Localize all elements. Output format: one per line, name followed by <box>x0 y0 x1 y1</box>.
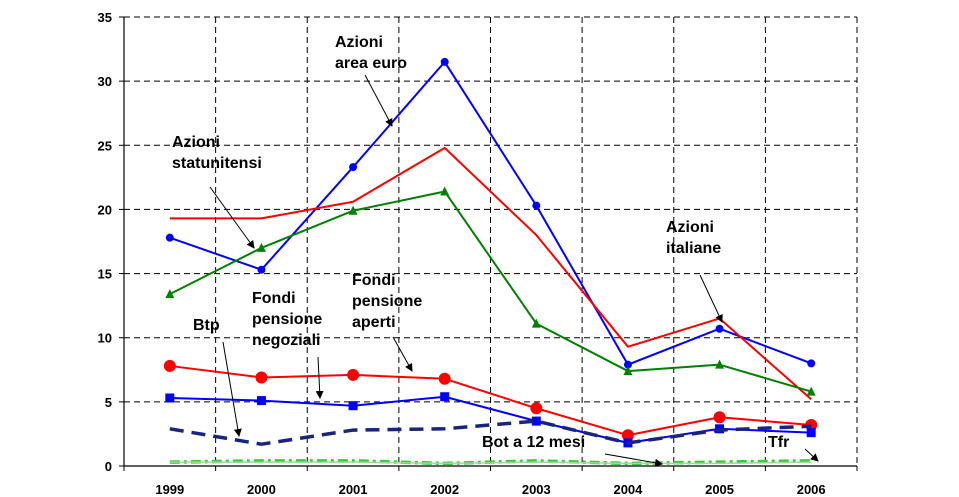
data-point-fondi_pensione_aperti <box>621 429 634 442</box>
data-point-fondi_pensione_aperti <box>530 402 543 415</box>
data-point-fondi_pensione_negoziali <box>348 401 358 411</box>
data-point-fondi_pensione_negoziali <box>531 416 541 426</box>
annotation-arrow-tfr <box>804 448 819 462</box>
data-point-fondi_pensione_negoziali <box>806 428 816 438</box>
annotation-fondi_pensione_negoziali: Fondi <box>252 290 296 307</box>
annotation-tfr: Tfr <box>768 434 789 451</box>
data-point-fondi_pensione_aperti <box>347 368 360 381</box>
annotation-fondi_pensione_aperti: pensione <box>352 293 422 310</box>
x-tick-label: 2003 <box>522 482 551 497</box>
series-line-azioni_area_euro <box>169 60 812 366</box>
annotation-azioni_area_euro: area euro <box>335 55 407 72</box>
data-point-azioni_area_euro <box>532 201 541 210</box>
annotation-bot_12_mesi: Bot a 12 mesi <box>482 434 585 451</box>
data-point-azioni_area_euro <box>623 360 632 369</box>
series-line-azioni_statunitensi <box>169 190 812 393</box>
data-point-fondi_pensione_negoziali <box>256 396 266 406</box>
data-point-fondi_pensione_aperti <box>163 359 176 372</box>
data-point-azioni_area_euro <box>165 233 174 242</box>
data-point-fondi_pensione_negoziali <box>165 393 175 403</box>
data-point-azioni_area_euro <box>349 163 358 172</box>
x-tick-label: 2000 <box>247 482 276 497</box>
annotation-fondi_pensione_aperti: Fondi <box>352 272 396 289</box>
annotation-arrow-azioni_statunitensi <box>209 186 255 249</box>
x-tick-label: 1999 <box>155 482 184 497</box>
annotation-azioni_italiane: Azioni <box>666 219 714 236</box>
data-point-fondi_pensione_aperti <box>255 371 268 384</box>
data-point-azioni_statunitensi <box>715 359 725 369</box>
data-point-fondi_pensione_aperti <box>713 411 726 424</box>
annotation-btp: Btp <box>193 317 220 334</box>
annotation-azioni_statunitensi: statunitensi <box>172 155 262 172</box>
data-point-azioni_statunitensi <box>623 366 633 376</box>
x-tick-label: 2001 <box>339 482 368 497</box>
y-tick-label: 10 <box>98 331 112 346</box>
y-tick-label: 0 <box>105 459 112 474</box>
series-line-azioni_italiane <box>169 146 812 401</box>
data-point-fondi_pensione_aperti <box>438 372 451 385</box>
annotation-arrow-btp <box>222 341 242 437</box>
data-point-azioni_statunitensi <box>531 318 541 328</box>
data-point-azioni_statunitensi <box>165 289 175 299</box>
annotation-fondi_pensione_negoziali: pensione <box>252 311 322 328</box>
annotation-fondi_pensione_aperti: aperti <box>352 314 396 331</box>
y-tick-label: 15 <box>98 267 112 282</box>
x-tick-label: 2006 <box>797 482 826 497</box>
data-point-azioni_statunitensi <box>256 242 266 252</box>
data-point-azioni_area_euro <box>257 265 266 274</box>
y-tick-label: 20 <box>98 202 112 217</box>
annotation-arrow-fondi_pensione_negoziali <box>315 356 324 399</box>
data-point-azioni_area_euro <box>440 57 449 66</box>
series-line-btp <box>169 419 812 446</box>
series-line-fondi_pensione_aperti <box>169 364 812 437</box>
series-line-tfr <box>169 461 812 465</box>
data-point-azioni_area_euro <box>715 324 724 333</box>
annotation-arrow-azioni_italiane <box>699 274 723 323</box>
x-tick-label: 2004 <box>613 482 643 497</box>
y-tick-label: 30 <box>98 74 112 89</box>
annotation-arrow-azioni_area_euro <box>364 74 393 127</box>
annotation-fondi_pensione_negoziali: negoziali <box>252 332 320 349</box>
annotation-arrow-bot_12_mesi <box>604 453 663 467</box>
x-tick-label: 2005 <box>705 482 734 497</box>
x-tick-label: 2002 <box>430 482 459 497</box>
data-point-azioni_statunitensi <box>348 205 358 215</box>
annotation-arrow-fondi_pensione_aperti <box>392 336 413 372</box>
data-point-azioni_statunitensi <box>806 386 816 396</box>
data-point-fondi_pensione_negoziali <box>440 392 450 402</box>
data-point-azioni_area_euro <box>807 359 816 368</box>
annotation-azioni_statunitensi: Azioni <box>172 134 220 151</box>
y-tick-label: 35 <box>98 10 112 25</box>
y-tick-label: 5 <box>105 395 112 410</box>
data-point-azioni_statunitensi <box>440 186 450 196</box>
y-tick-label: 25 <box>98 138 112 153</box>
annotation-azioni_area_euro: Azioni <box>335 34 383 51</box>
annotation-azioni_italiane: italiane <box>666 240 721 257</box>
